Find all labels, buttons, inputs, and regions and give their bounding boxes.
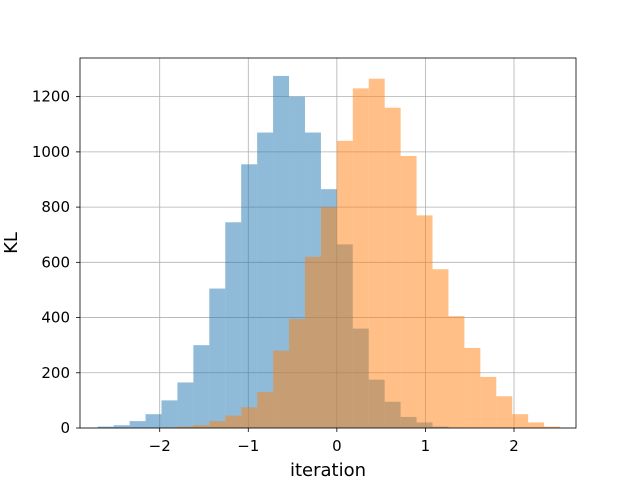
histogram-bar-series-1 [145, 414, 162, 428]
histogram-bar-series-2 [448, 316, 465, 428]
histogram-bar-series-2 [241, 407, 258, 428]
axes [76, 57, 577, 432]
histogram-bar-series-2 [352, 88, 369, 428]
histogram-bar-series-2 [416, 215, 433, 428]
histogram-bar-series-2 [528, 422, 545, 428]
x-tick-label: −2 [149, 437, 171, 455]
histogram-bar-series-1 [177, 382, 194, 428]
y-tick-label: 800 [41, 198, 70, 216]
x-axis-label: iteration [290, 460, 366, 480]
histogram-bar-series-1 [193, 345, 210, 428]
histogram-bar-series-1 [97, 426, 114, 428]
histogram-bar-series-2 [193, 425, 210, 428]
histogram-bar-series-2 [209, 421, 226, 428]
histogram-bar-series-2 [225, 415, 242, 428]
histogram-bar-series-1 [161, 400, 178, 428]
histogram-bar-series-1 [273, 75, 290, 429]
histogram-bar-series-1 [129, 421, 146, 428]
histogram-bar-series-2 [400, 156, 417, 428]
y-tick-label: 1000 [32, 143, 70, 161]
histogram-bar-series-2 [496, 396, 513, 428]
histogram-bar-series-1 [113, 425, 130, 428]
histogram-bar-series-2 [464, 347, 481, 428]
histogram-bar-series-2 [544, 426, 561, 428]
tick-labels: −2 −1 0 1 2 0 200 400 600 800 1000 1200 [32, 88, 519, 455]
x-tick-label: −1 [237, 437, 259, 455]
histogram-bar-series-2 [289, 318, 305, 428]
histogram-bar-series-2 [368, 78, 385, 428]
y-axis-label: KL [1, 232, 22, 254]
y-tick-label: 200 [41, 364, 70, 382]
histogram-bars [97, 75, 561, 429]
y-tick-label: 1200 [32, 88, 70, 106]
x-tick-label: 0 [332, 437, 342, 455]
plot-frame [79, 57, 577, 429]
histogram-bar-series-2 [512, 414, 529, 428]
x-tick-label: 2 [509, 437, 519, 455]
histogram-bar-series-2 [273, 350, 290, 428]
histogram-bar-series-1 [241, 164, 258, 428]
histogram-bar-series-1 [225, 222, 242, 428]
histogram-bar-series-2 [177, 426, 194, 428]
y-tick-label: 0 [60, 419, 70, 437]
histogram-bar-series-2 [480, 376, 497, 428]
histogram-bar-series-1 [257, 132, 274, 428]
histogram-bar-series-2 [304, 256, 321, 428]
histogram-bar-series-2 [320, 207, 337, 428]
histogram-bar-series-2 [336, 140, 353, 428]
histogram-bar-series-2 [432, 269, 449, 428]
histogram-bar-series-1 [209, 288, 226, 428]
y-tick-label: 400 [41, 309, 70, 327]
histogram-bar-series-2 [257, 392, 274, 428]
x-tick-label: 1 [421, 437, 431, 455]
histogram-bar-series-2 [384, 107, 401, 429]
y-tick-label: 600 [41, 253, 70, 271]
